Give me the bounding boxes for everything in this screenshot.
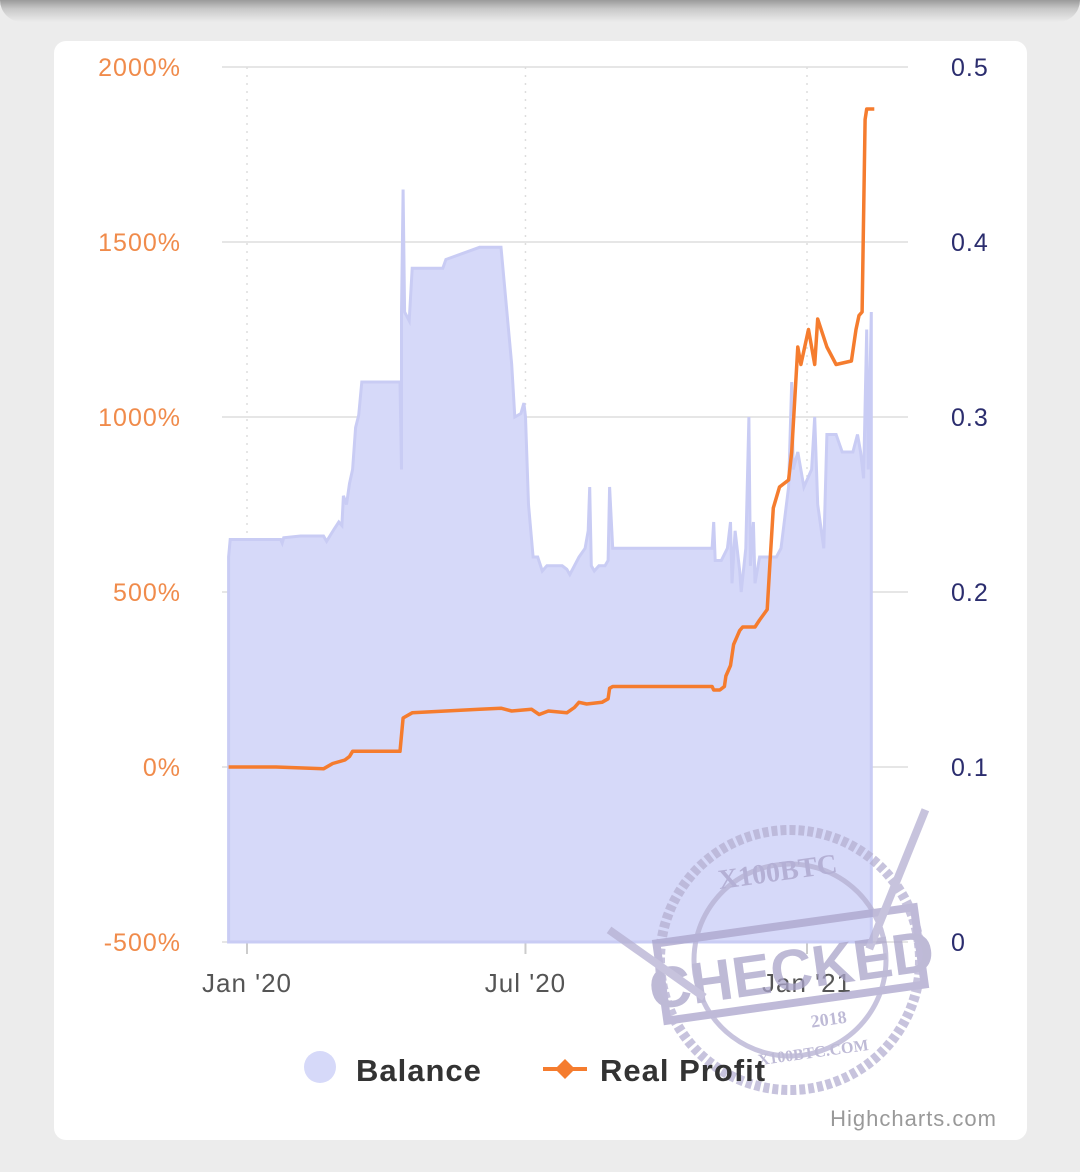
checked-stamp: X100BTC CHECKED 2018 X100BTC.COM (606, 808, 938, 1095)
real-profit-legend-diamond-icon (555, 1059, 575, 1079)
balance-area (227, 189, 873, 944)
legend: Balance Real Profit (304, 1051, 766, 1088)
top-bar-shadow (0, 0, 1080, 22)
stamp-inner-ring (691, 861, 889, 1059)
left-y-tick-label: 0% (143, 754, 181, 782)
stamp-site: X100BTC.COM (757, 1037, 870, 1069)
real-profit-line (228, 107, 875, 771)
right-y-tick-label: 0 (951, 929, 966, 957)
real-profit-legend-label: Real Profit (600, 1053, 766, 1088)
right-y-tick-label: 0.4 (951, 229, 989, 257)
x-axis-labels: Jan '20 Jul '20 Jan '21 (202, 968, 851, 998)
stamp-sword-left (606, 926, 707, 1001)
stamp-sword-right (865, 808, 930, 951)
left-y-tick-label: 1500% (98, 229, 181, 257)
right-y-axis-labels: 0.5 0.4 0.3 0.2 0.1 0 (951, 54, 989, 957)
balance-legend-icon (304, 1051, 336, 1083)
left-y-tick-label: 2000% (98, 54, 181, 82)
balance-legend-label: Balance (356, 1053, 482, 1088)
stamp-banner (651, 902, 930, 1026)
right-y-tick-label: 0.5 (951, 54, 989, 82)
x-tick-label: Jan '20 (202, 968, 292, 998)
left-y-tick-label: -500% (104, 929, 181, 957)
left-y-tick-label: 1000% (98, 404, 181, 432)
left-y-tick-label: 500% (113, 579, 181, 607)
left-y-axis-labels: 2000% 1500% 1000% 500% 0% -500% (98, 54, 181, 957)
legend-item-real-profit[interactable]: Real Profit (543, 1053, 766, 1088)
x-tick-label: Jul '20 (485, 968, 566, 998)
highcharts-credits-link[interactable]: Highcharts.com (830, 1106, 997, 1131)
right-y-tick-label: 0.1 (951, 754, 989, 782)
right-y-tick-label: 0.2 (951, 579, 989, 607)
right-y-tick-label: 0.3 (951, 404, 989, 432)
legend-item-balance[interactable]: Balance (304, 1051, 482, 1088)
stamp-year: 2018 (809, 1007, 847, 1032)
